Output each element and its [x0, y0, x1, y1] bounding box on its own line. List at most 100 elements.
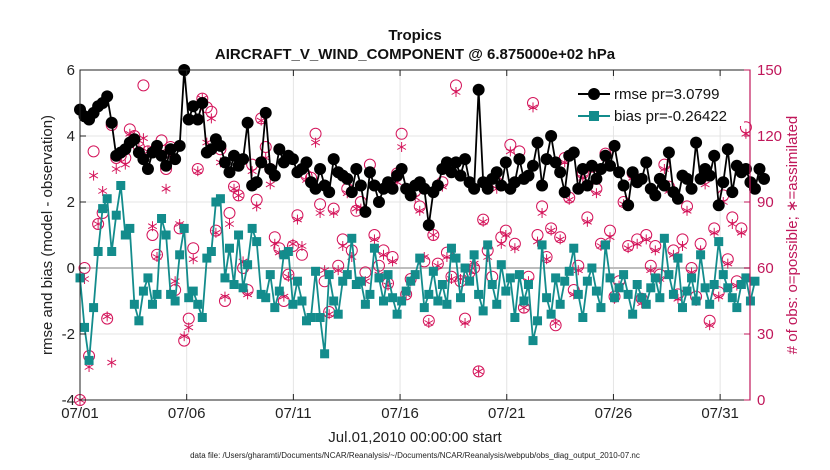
bias-point — [442, 299, 452, 309]
x-tick-label: 07/16 — [381, 405, 419, 422]
asterisk-stroke — [98, 188, 108, 194]
y2-tick-label: 0 — [757, 392, 765, 409]
bias-point — [501, 286, 511, 296]
bias-point — [279, 250, 289, 260]
rmse-point — [273, 143, 286, 156]
bias-point — [98, 204, 108, 214]
bias-point — [750, 276, 760, 286]
bias-point — [374, 273, 384, 283]
asterisk-stroke — [147, 223, 158, 230]
bias-point — [324, 270, 334, 280]
rmse-point — [585, 159, 598, 172]
bias-point — [184, 293, 194, 303]
rmse-point — [613, 166, 626, 179]
bias-point — [637, 293, 647, 303]
axes: 07/01 07/06 07/11 07/16 07/21 07/26 07/31 -4 -2 0… — [61, 62, 782, 422]
rmse-point — [554, 166, 567, 179]
asterisk-stroke — [709, 229, 719, 236]
bias-point — [533, 316, 543, 326]
bias-point — [587, 263, 597, 273]
bias-point — [261, 293, 271, 303]
obs-assimilated-point — [415, 205, 425, 216]
asterisk-stroke — [632, 240, 642, 247]
bias-point — [401, 286, 411, 296]
rmse-point — [690, 136, 703, 149]
rmse-point — [758, 172, 771, 185]
obs-assimilated-point — [646, 265, 656, 276]
rmse-point — [323, 186, 336, 199]
rmse-point — [422, 219, 435, 232]
bias-point — [596, 303, 606, 313]
bias-point — [356, 276, 366, 286]
y2-tick-label: 120 — [757, 128, 782, 145]
obs-assimilated-point — [220, 291, 230, 302]
obs-assimilated-point — [460, 318, 470, 328]
obs-assimilated-point — [705, 320, 715, 331]
bias-point — [175, 250, 185, 260]
bias-point — [696, 250, 706, 260]
rmse-point — [363, 166, 376, 179]
rmse-point — [531, 136, 544, 149]
asterisk-stroke — [424, 320, 434, 326]
rmse-point — [228, 149, 241, 162]
asterisk-stroke — [288, 240, 298, 247]
rmse-point — [214, 139, 227, 152]
obs-assimilated-point — [555, 234, 565, 245]
obs-possible-point — [78, 262, 91, 274]
obs-assimilated-point — [193, 166, 203, 177]
obs-assimilated-point — [551, 318, 561, 328]
rmse-point — [513, 153, 526, 166]
rmse-point — [495, 179, 508, 192]
legend-rmse-marker — [588, 88, 600, 100]
x-tick-label: 07/06 — [168, 405, 206, 422]
obs-possible-point — [395, 127, 408, 140]
obs-assimilated-point — [424, 318, 434, 328]
asterisk-stroke — [510, 245, 520, 252]
rmse-point — [712, 199, 725, 212]
bias-point — [125, 223, 135, 233]
asterisk-stroke — [736, 229, 746, 236]
obs-assimilated-point — [474, 366, 484, 377]
asterisk-stroke — [641, 236, 651, 243]
rmse-point — [658, 179, 671, 192]
bias-point — [682, 286, 692, 296]
bias-point — [668, 289, 678, 299]
bias-point — [691, 296, 701, 306]
bias-point — [646, 283, 656, 293]
bias-point — [107, 247, 117, 256]
bias-point — [514, 270, 524, 280]
obs-assimilated-point — [537, 208, 547, 218]
bias-point — [655, 293, 665, 303]
obs-assimilated-point — [206, 113, 216, 124]
rmse-point — [640, 156, 653, 169]
rmse-point — [671, 192, 684, 205]
rmse-point — [259, 106, 272, 119]
bias-point — [161, 230, 171, 240]
rmse-point — [703, 169, 716, 182]
asterisk-stroke — [102, 313, 112, 320]
bias-point — [496, 260, 506, 270]
bias-point — [238, 283, 248, 293]
bias-point — [714, 237, 724, 247]
obs-assimilated-point — [138, 133, 148, 144]
rmse-point — [164, 143, 177, 156]
bias-point — [641, 299, 651, 309]
y-tick-label: 4 — [67, 128, 75, 145]
bias-point — [718, 270, 728, 280]
rmse-point — [662, 146, 675, 159]
bias-point — [360, 299, 370, 309]
obs-assimilated-point — [496, 238, 506, 249]
obs-assimilated-point — [333, 265, 343, 276]
asterisk-stroke — [682, 207, 692, 214]
bias-point — [564, 266, 574, 276]
bias-point — [487, 280, 497, 289]
bias-point — [546, 309, 556, 319]
rmse-point — [141, 163, 154, 175]
asterisk-stroke — [528, 104, 538, 111]
rmse-point — [635, 172, 648, 185]
obs-assimilated-point — [709, 227, 719, 238]
rmse-point — [726, 186, 739, 199]
bias-point — [419, 303, 429, 313]
x-tick-label: 07/21 — [488, 405, 526, 422]
